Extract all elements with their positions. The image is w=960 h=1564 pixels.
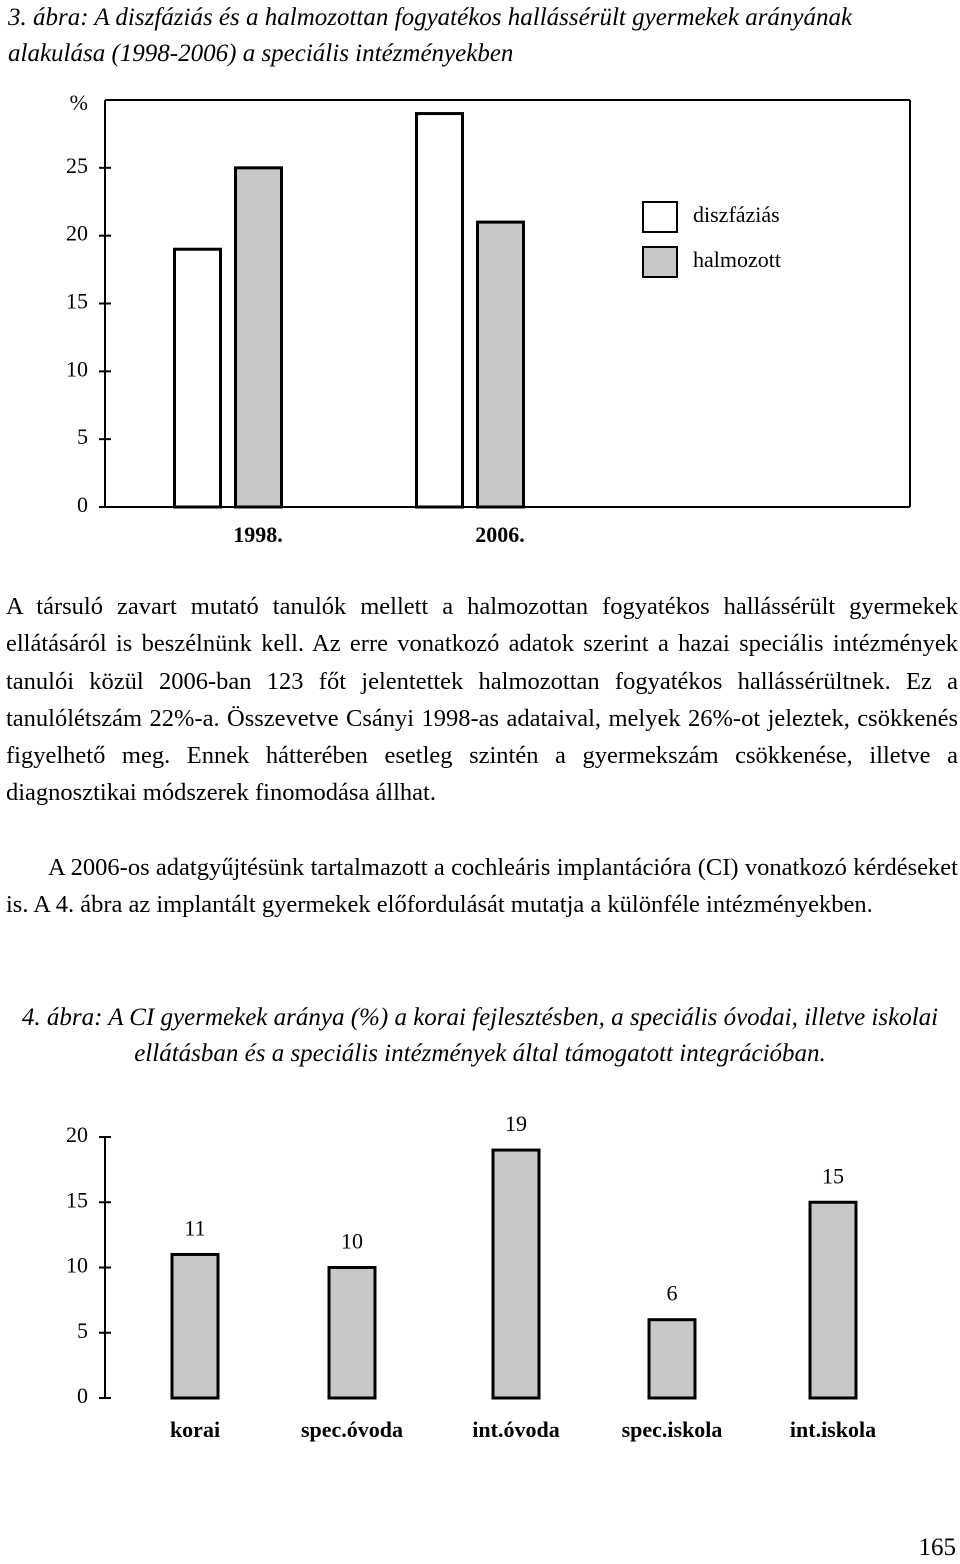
legend-label: diszfáziás — [693, 202, 780, 227]
bar — [647, 1318, 697, 1400]
legend-swatch — [642, 246, 678, 278]
y-axis-label: % — [70, 90, 88, 115]
y-tick-label: 5 — [77, 1318, 88, 1343]
chart: 0 5 10 15 20 korai 11 spec.óvoda 10 int.óvoda 19 sp… — [66, 1111, 876, 1442]
legend-label: halmozott — [693, 247, 781, 272]
chart: % 0 5 10 15 20 25 1998. 2006. diszfáziás halmozott — [66, 90, 911, 547]
bar — [491, 1148, 541, 1400]
x-tick-label: 2006. — [475, 522, 525, 547]
data-label: 6 — [667, 1281, 678, 1306]
y-tick-label: 25 — [66, 153, 88, 178]
x-tick-label: spec.óvoda — [301, 1417, 403, 1442]
bar — [415, 112, 464, 509]
data-label: 11 — [184, 1215, 205, 1240]
y-tick-label: 10 — [66, 1253, 88, 1278]
bar — [476, 220, 525, 509]
page-number: 165 — [918, 1534, 957, 1561]
paragraph: A 2006-os adatgyűjtésünk tartalmazott a … — [6, 854, 958, 919]
y-tick-label: 20 — [66, 221, 88, 246]
data-label: 15 — [822, 1163, 844, 1188]
y-tick-label: 5 — [77, 424, 88, 449]
y-tick-label: 10 — [66, 356, 88, 381]
y-tick-label: 15 — [66, 289, 88, 314]
x-tick-label: int.iskola — [790, 1417, 876, 1442]
bar — [327, 1266, 377, 1400]
x-tick-label: korai — [170, 1417, 220, 1442]
bar — [173, 247, 222, 509]
bar — [234, 166, 283, 509]
y-tick-label: 0 — [77, 492, 88, 517]
x-tick-label: int.óvoda — [472, 1417, 559, 1442]
y-tick-label: 0 — [77, 1383, 88, 1408]
x-tick-label: 1998. — [233, 522, 283, 547]
x-tick-label: spec.iskola — [622, 1417, 723, 1442]
y-tick-label: 15 — [66, 1187, 88, 1212]
paragraph: A társuló zavart mutató tanulók mellett … — [6, 593, 958, 807]
figure-caption: 4. ábra: A CI gyermekek aránya (%) a kor… — [21, 1004, 939, 1067]
data-label: 19 — [505, 1111, 527, 1136]
legend-swatch — [642, 201, 678, 233]
bar — [808, 1200, 858, 1400]
bar — [170, 1252, 220, 1400]
figure-caption: 3. ábra: A diszfáziás és a halmozottan f… — [8, 4, 853, 67]
data-label: 10 — [341, 1229, 363, 1254]
y-tick-label: 20 — [66, 1122, 88, 1147]
